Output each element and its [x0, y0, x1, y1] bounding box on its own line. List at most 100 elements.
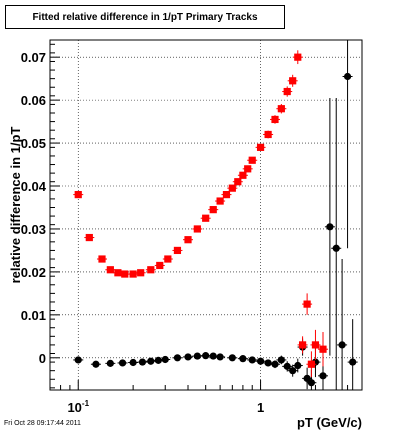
red-data-point	[154, 261, 165, 270]
y-tick-label: 0.04	[21, 179, 47, 194]
marker-circle	[283, 362, 291, 370]
red-data-point	[97, 255, 108, 263]
marker-square	[283, 87, 291, 96]
black-data-point	[287, 364, 298, 377]
marker-circle	[74, 356, 82, 364]
y-tick-label: 0.02	[21, 265, 46, 280]
marker-square	[298, 341, 307, 349]
marker-square	[289, 77, 297, 85]
red-data-point	[255, 143, 266, 151]
black-data-point	[276, 355, 287, 365]
black-data-point	[227, 354, 238, 362]
red-data-point	[310, 329, 321, 360]
marker-square	[303, 300, 311, 308]
marker-square	[319, 345, 327, 353]
black-data-point	[255, 357, 266, 365]
red-data-point	[292, 50, 303, 65]
black-data-point	[282, 361, 293, 372]
y-tick-label: 0.07	[21, 50, 46, 65]
red-data-point	[318, 332, 329, 367]
marker-circle	[202, 352, 210, 360]
black-data-point	[153, 356, 164, 364]
marker-square	[239, 171, 247, 179]
marker-circle	[118, 359, 127, 367]
black-data-point	[237, 355, 248, 363]
marker-square	[202, 214, 210, 222]
marker-square	[222, 191, 231, 199]
marker-circle	[239, 355, 247, 363]
marker-square	[114, 269, 122, 277]
red-data-point	[73, 191, 84, 199]
red-data-point	[162, 255, 173, 263]
marker-square	[147, 266, 155, 274]
marker-square	[277, 105, 285, 113]
red-data-point	[302, 293, 313, 315]
red-data-point	[227, 184, 238, 192]
x-axis-label: pT (GeV/c)	[297, 415, 362, 430]
marker-square	[173, 246, 182, 255]
black-data-point	[172, 354, 183, 362]
y-tick-label: 0.01	[21, 308, 46, 323]
marker-square	[209, 206, 217, 214]
points-layer	[73, 40, 358, 390]
marker-square	[234, 178, 242, 186]
marker-circle	[343, 72, 352, 81]
marker-circle	[319, 372, 327, 380]
black-data-point	[208, 352, 219, 360]
marker-square	[137, 269, 145, 277]
black-data-point	[117, 359, 128, 367]
red-data-point	[276, 103, 287, 114]
black-data-point	[90, 360, 101, 368]
red-data-point	[297, 336, 308, 354]
marker-circle	[173, 354, 182, 362]
marker-circle	[307, 379, 315, 387]
marker-square	[106, 266, 114, 274]
x-tick-label: 1	[257, 400, 264, 415]
red-data-point	[221, 191, 232, 199]
marker-square	[228, 184, 236, 192]
red-data-point	[232, 178, 243, 186]
chart-title: Fitted relative difference in 1/pT Prima…	[5, 5, 285, 29]
red-data-point	[200, 214, 211, 222]
marker-circle	[92, 360, 100, 368]
y-tick-label: 0	[39, 351, 46, 366]
black-data-point	[331, 97, 342, 390]
marker-square	[216, 197, 224, 205]
black-data-point	[292, 358, 303, 373]
black-data-point	[183, 353, 194, 361]
marker-circle	[326, 223, 334, 231]
red-data-point	[263, 130, 274, 139]
black-data-point	[247, 356, 258, 364]
red-data-point	[287, 74, 298, 87]
red-data-point	[242, 165, 253, 173]
marker-circle	[349, 358, 357, 366]
marker-circle	[271, 360, 279, 368]
marker-square	[164, 255, 172, 263]
marker-square	[74, 191, 82, 199]
marker-circle	[332, 244, 340, 252]
marker-circle	[161, 355, 169, 364]
black-data-point	[347, 319, 358, 390]
red-data-point	[306, 351, 317, 378]
marker-circle	[184, 353, 192, 361]
marker-square	[294, 53, 302, 61]
black-data-point	[73, 356, 84, 364]
y-tick-label: 0.05	[21, 136, 46, 151]
x-tick-label: 10-1	[67, 399, 89, 415]
marker-circle	[277, 356, 285, 364]
ticks-layer: 10-1 1 0 0.01 0.02 0.03 0.04 0.05 0.06 0.07	[21, 43, 349, 415]
red-data-point	[237, 171, 248, 179]
marker-square	[129, 270, 137, 278]
marker-circle	[289, 367, 297, 375]
marker-circle	[228, 354, 236, 362]
marker-square	[307, 360, 315, 368]
black-data-point	[270, 360, 281, 369]
marker-circle	[129, 358, 137, 367]
marker-circle	[338, 341, 346, 349]
black-data-point	[337, 259, 348, 390]
marker-square	[256, 143, 265, 151]
y-tick-label: 0.06	[21, 93, 46, 108]
marker-square	[244, 165, 252, 173]
red-data-point	[119, 270, 130, 278]
marker-circle	[264, 359, 272, 367]
